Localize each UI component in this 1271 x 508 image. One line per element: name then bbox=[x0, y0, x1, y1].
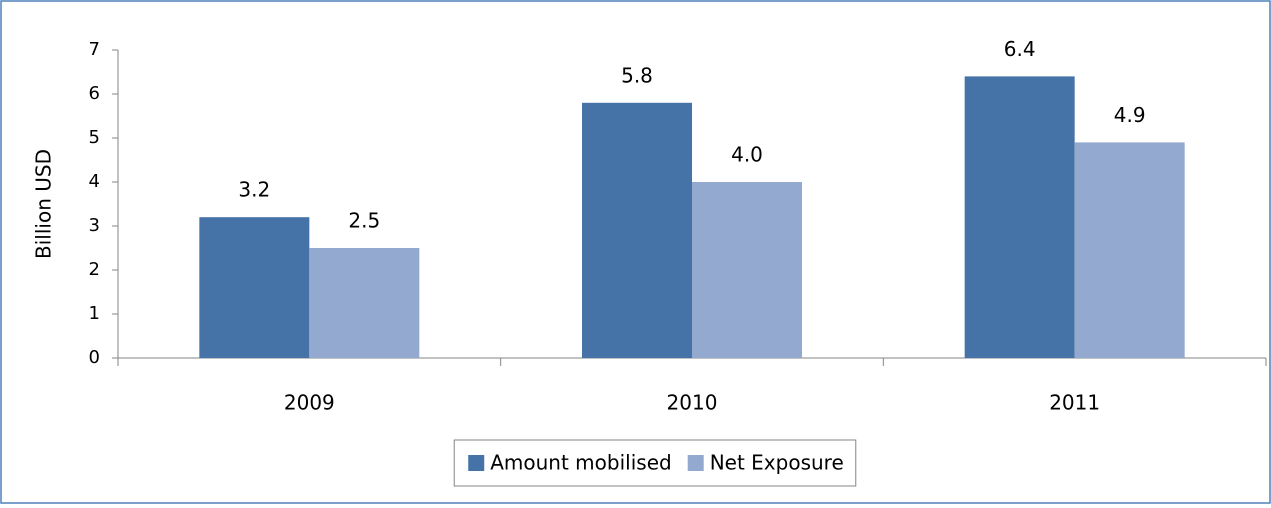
legend-label: Net Exposure bbox=[710, 451, 844, 475]
y-tick-label: 3 bbox=[89, 215, 100, 236]
data-label: 6.4 bbox=[1004, 37, 1036, 61]
y-tick-label: 4 bbox=[89, 171, 100, 192]
bar bbox=[692, 182, 802, 358]
x-tick-label: 2009 bbox=[284, 391, 335, 415]
legend-swatch bbox=[468, 455, 485, 471]
x-tick-label: 2011 bbox=[1049, 391, 1100, 415]
bar bbox=[582, 102, 692, 358]
data-label: 4.9 bbox=[1114, 103, 1146, 127]
y-tick-label: 6 bbox=[89, 83, 100, 104]
bar bbox=[964, 76, 1075, 359]
bar bbox=[309, 248, 420, 358]
data-label: 5.8 bbox=[621, 63, 653, 87]
y-axis-label: Billion USD bbox=[32, 149, 56, 259]
data-label: 4.0 bbox=[731, 143, 763, 167]
y-tick-label: 1 bbox=[89, 303, 100, 324]
legend-box bbox=[453, 439, 857, 487]
data-label: 2.5 bbox=[348, 209, 380, 233]
y-tick-label: 0 bbox=[89, 347, 100, 368]
x-tick-label: 2010 bbox=[667, 391, 718, 415]
y-tick-label: 2 bbox=[89, 259, 100, 280]
data-label: 3.2 bbox=[238, 178, 270, 202]
legend-label: Amount mobilised bbox=[490, 451, 671, 475]
legend-swatch bbox=[687, 455, 704, 471]
bar bbox=[199, 217, 310, 358]
bar bbox=[1074, 142, 1185, 358]
y-tick-label: 5 bbox=[89, 127, 100, 148]
y-tick-label: 7 bbox=[89, 39, 100, 60]
